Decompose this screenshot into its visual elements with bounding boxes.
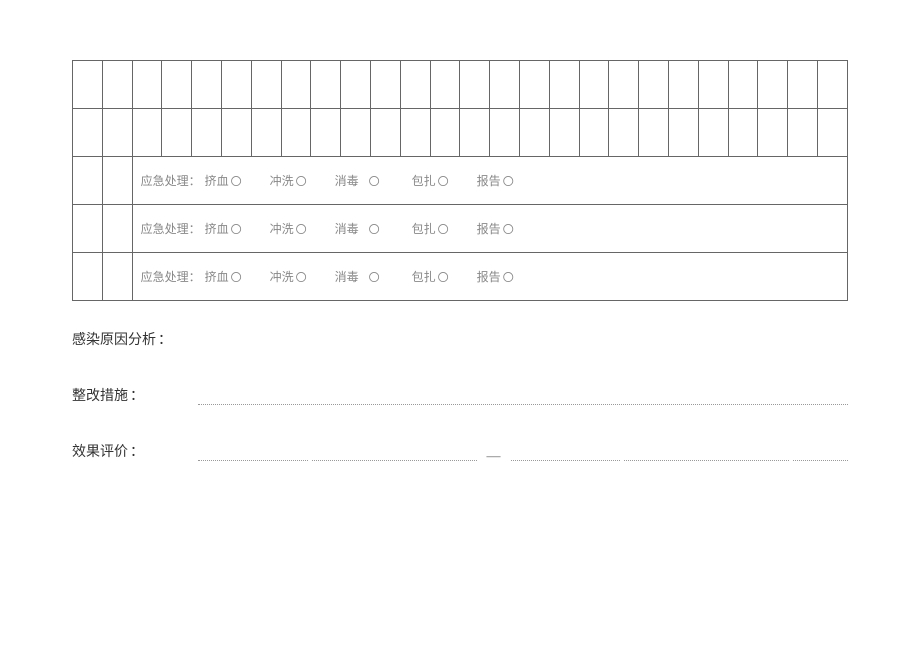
emergency-item-2: 消毒〇 xyxy=(335,220,380,237)
emergency-item-2: 消毒〇 xyxy=(335,172,380,189)
emergency-row-2: 应急处理： 挤血〇 冲洗〇 消毒〇 包扎〇 报告〇 xyxy=(73,205,848,253)
emergency-row-1: 应急处理： 挤血〇 冲洗〇 消毒〇 包扎〇 报告〇 xyxy=(73,157,848,205)
emergency-items: 应急处理： 挤血〇 冲洗〇 消毒〇 包扎〇 报告〇 xyxy=(141,172,847,189)
evaluation-label: 效果评价： xyxy=(72,441,144,461)
emergency-item-0: 挤血〇 xyxy=(205,268,242,285)
emergency-item-3: 包扎〇 xyxy=(412,220,449,237)
emergency-item-1: 冲洗〇 xyxy=(270,220,307,237)
emergency-item-4: 报告〇 xyxy=(477,268,514,285)
emergency-item-3: 包扎〇 xyxy=(412,172,449,189)
emergency-label: 应急处理： xyxy=(141,220,201,237)
analysis-row: 感染原因分析： xyxy=(72,329,848,349)
emergency-items: 应急处理： 挤血〇 冲洗〇 消毒〇 包扎〇 报告〇 xyxy=(141,268,847,285)
emergency-label: 应急处理： xyxy=(141,172,201,189)
dash-separator: — xyxy=(481,453,507,461)
emergency-item-4: 报告〇 xyxy=(477,220,514,237)
measures-line xyxy=(198,391,848,405)
measures-row: 整改措施： xyxy=(72,385,848,405)
emergency-item-1: 冲洗〇 xyxy=(270,268,307,285)
emergency-label: 应急处理： xyxy=(141,268,201,285)
emergency-item-3: 包扎〇 xyxy=(412,268,449,285)
grid-row-2 xyxy=(73,109,848,157)
emergency-item-0: 挤血〇 xyxy=(205,220,242,237)
emergency-item-0: 挤血〇 xyxy=(205,172,242,189)
emergency-row-3: 应急处理： 挤血〇 冲洗〇 消毒〇 包扎〇 报告〇 xyxy=(73,253,848,301)
measures-label: 整改措施： xyxy=(72,385,144,405)
analysis-label: 感染原因分析： xyxy=(72,329,172,349)
emergency-item-1: 冲洗〇 xyxy=(270,172,307,189)
emergency-item-2: 消毒〇 xyxy=(335,268,380,285)
emergency-items: 应急处理： 挤血〇 冲洗〇 消毒〇 包扎〇 报告〇 xyxy=(141,220,847,237)
evaluation-line: — xyxy=(198,447,848,461)
grid-row-1 xyxy=(73,61,848,109)
document-content: 应急处理： 挤血〇 冲洗〇 消毒〇 包扎〇 报告〇 应急处理： 挤血〇 冲洗〇 … xyxy=(0,0,920,461)
form-table: 应急处理： 挤血〇 冲洗〇 消毒〇 包扎〇 报告〇 应急处理： 挤血〇 冲洗〇 … xyxy=(72,60,848,301)
evaluation-row: 效果评价： — xyxy=(72,441,848,461)
emergency-item-4: 报告〇 xyxy=(477,172,514,189)
field-section: 感染原因分析： 整改措施： 效果评价： — xyxy=(72,329,848,461)
